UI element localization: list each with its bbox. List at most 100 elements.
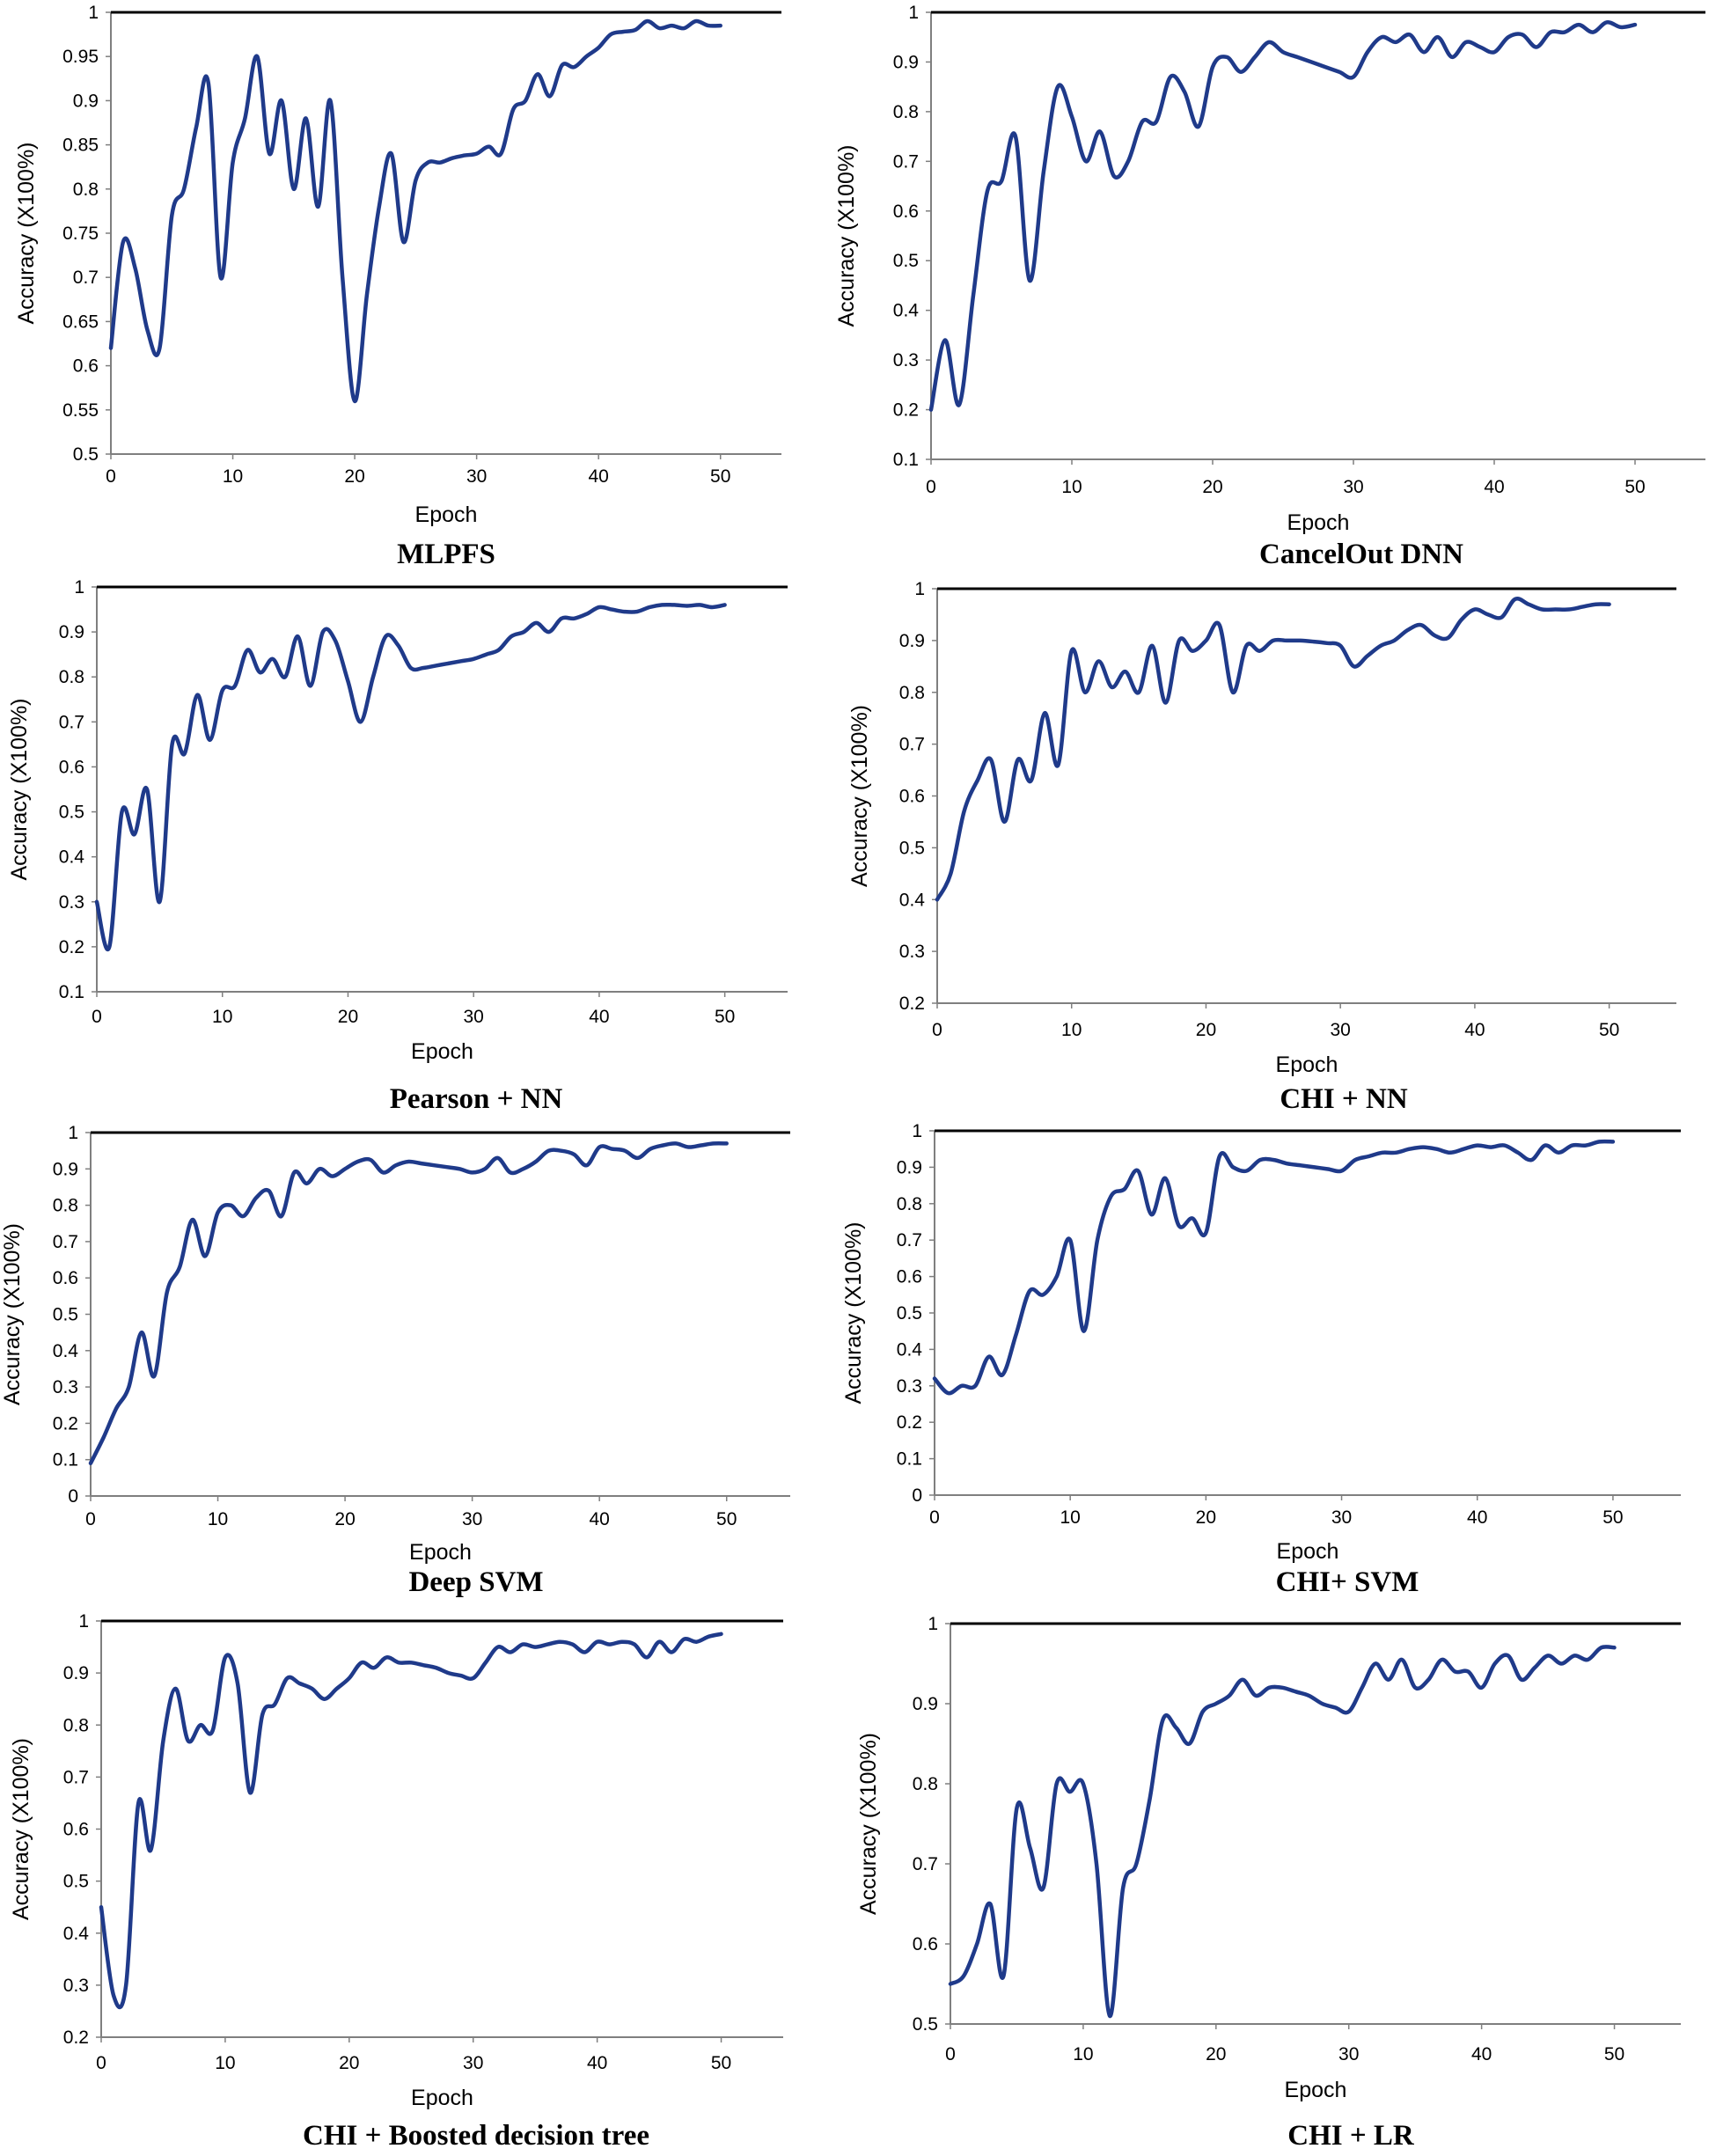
y-tick-label: 0.9 (897, 1157, 922, 1177)
y-tick-label: 0.1 (59, 982, 84, 1002)
x-tick-label: 30 (464, 1007, 484, 1027)
chart-panel-8: 0.50.60.70.80.910 10 20 30 40 50EpochAccuracy… (856, 1614, 1681, 2152)
y-tick-label: 0.9 (893, 52, 919, 72)
x-axis-label: Epoch (1276, 1052, 1338, 1077)
x-tick-label: 10 (1061, 477, 1082, 497)
y-tick-label: 0 (912, 1485, 922, 1506)
y-axis-label: Accuracy (X100%) (14, 142, 39, 324)
y-tick-label: 0.5 (897, 1303, 922, 1324)
y-tick-label: 0.7 (893, 151, 919, 172)
y-tick-label: 0.4 (63, 1924, 90, 1944)
chart-caption: Deep SVM (408, 1566, 543, 1598)
x-tick-label: 10 (215, 2053, 235, 2073)
x-tick-label: 0 (96, 2053, 106, 2073)
x-tick-label: 40 (1464, 1020, 1485, 1040)
x-tick-label: 30 (463, 2053, 483, 2073)
y-tick-label: 0.8 (913, 1774, 938, 1794)
y-tick-label: 0.95 (62, 47, 99, 67)
y-tick-label: 0.7 (53, 1232, 78, 1252)
y-tick-label: 0.9 (899, 631, 925, 651)
y-tick-label: 0.85 (62, 136, 99, 156)
y-tick-label: 0.5 (73, 444, 99, 465)
y-tick-label: 0.65 (62, 312, 99, 332)
x-tick-label: 50 (1599, 1020, 1619, 1040)
y-tick-label: 0.6 (59, 757, 84, 777)
y-tick-label: 0 (68, 1486, 78, 1507)
y-axis-label: Accuracy (X100%) (847, 705, 872, 887)
x-tick-label: 0 (932, 1020, 942, 1040)
x-tick-label: 20 (1202, 477, 1222, 497)
y-tick-label: 0.2 (897, 1412, 922, 1433)
chart-caption: CancelOut DNN (1259, 539, 1463, 570)
y-tick-label: 0.6 (73, 356, 99, 377)
series-line (99, 1632, 723, 2010)
chart-caption: CHI + NN (1280, 1083, 1407, 1115)
y-tick-label: 0.3 (63, 1976, 89, 1996)
y-tick-label: 1 (908, 3, 919, 23)
x-axis-label: Epoch (411, 1039, 473, 1064)
y-tick-label: 0.5 (59, 803, 84, 823)
y-tick-label: 0.6 (913, 1934, 938, 1954)
chart-caption: CHI + LR (1287, 2120, 1415, 2152)
y-tick-label: 1 (74, 577, 84, 598)
y-tick-label: 0.2 (893, 400, 919, 421)
y-tick-label: 1 (88, 3, 99, 23)
x-tick-label: 20 (1196, 1507, 1216, 1528)
series-line (94, 602, 727, 952)
y-tick-label: 0.8 (897, 1194, 922, 1214)
x-tick-label: 20 (334, 1509, 355, 1529)
y-tick-label: 0.6 (893, 202, 919, 222)
series-line (948, 1645, 1617, 2019)
x-tick-label: 50 (1624, 477, 1645, 497)
x-tick-label: 0 (92, 1007, 102, 1027)
y-tick-label: 0.3 (899, 942, 925, 962)
y-axis-label: Accuracy (X100%) (834, 144, 859, 326)
x-axis-label: Epoch (411, 2086, 473, 2110)
y-tick-label: 0.8 (53, 1196, 78, 1216)
x-tick-label: 50 (715, 1007, 735, 1027)
x-tick-label: 30 (466, 466, 487, 487)
x-tick-label: 40 (587, 2053, 607, 2073)
x-tick-label: 10 (1073, 2044, 1093, 2064)
x-tick-label: 40 (1467, 1507, 1487, 1528)
y-tick-label: 0.2 (63, 2028, 89, 2048)
x-axis-label: Epoch (415, 502, 478, 527)
x-tick-label: 40 (1471, 2044, 1492, 2064)
chart-panel-6: 00.10.20.30.40.50.60.70.80.910 10 20 30 40 50… (841, 1121, 1681, 1598)
y-tick-label: 1 (914, 579, 925, 599)
y-tick-label: 0.6 (63, 1820, 89, 1840)
y-tick-label: 0.75 (62, 224, 99, 244)
x-tick-label: 50 (716, 1509, 737, 1529)
chart-panel-4: 0.20.30.40.50.60.70.80.910 10 20 30 40 50Epoc… (847, 579, 1676, 1115)
x-tick-label: 0 (85, 1509, 96, 1529)
x-tick-label: 50 (710, 466, 730, 487)
y-tick-label: 1 (928, 1614, 938, 1634)
chart-panel-3: 0.10.20.30.40.50.60.70.80.910 10 20 30 40 50E… (7, 577, 788, 1115)
y-tick-label: 0.1 (893, 450, 919, 470)
x-tick-label: 0 (926, 477, 936, 497)
y-tick-label: 0.8 (63, 1715, 89, 1735)
series-line (932, 1139, 1616, 1396)
y-tick-label: 0.9 (59, 622, 84, 642)
y-axis-label: Accuracy (X100%) (9, 1738, 33, 1920)
y-tick-label: 0.4 (893, 301, 920, 321)
x-tick-label: 10 (1060, 1507, 1081, 1528)
y-tick-label: 0.1 (53, 1450, 78, 1470)
y-tick-label: 0.5 (899, 838, 925, 858)
x-tick-label: 30 (1331, 1507, 1352, 1528)
x-tick-label: 50 (1602, 1507, 1623, 1528)
x-axis-label: Epoch (1277, 1539, 1339, 1564)
y-tick-label: 1 (78, 1611, 89, 1632)
y-tick-label: 1 (68, 1123, 78, 1143)
y-tick-label: 1 (912, 1121, 922, 1141)
x-tick-label: 20 (1196, 1020, 1216, 1040)
x-tick-label: 0 (945, 2044, 956, 2064)
y-tick-label: 0.1 (897, 1449, 922, 1470)
y-tick-label: 0.7 (73, 268, 99, 288)
x-tick-label: 20 (338, 1007, 358, 1027)
y-axis-label: Accuracy (X100%) (841, 1221, 866, 1404)
y-tick-label: 0.9 (53, 1159, 78, 1179)
x-tick-label: 40 (590, 1509, 610, 1529)
y-tick-label: 0.8 (59, 667, 84, 687)
